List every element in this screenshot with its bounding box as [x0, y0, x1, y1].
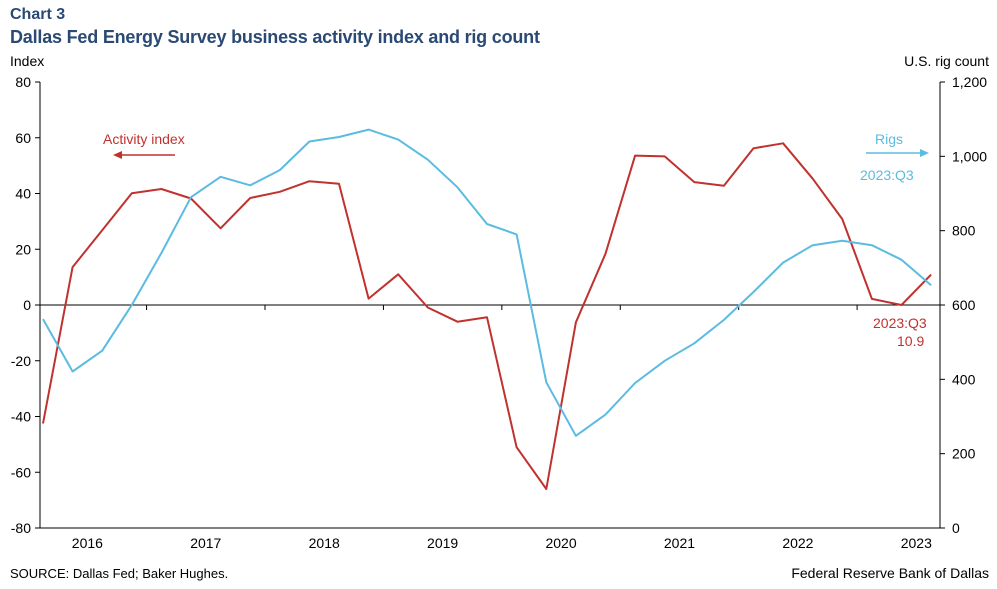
left-tick-label: 60 [15, 130, 31, 146]
legend-activity-arrowhead [113, 151, 122, 159]
right-tick-label: 1,200 [952, 74, 987, 90]
activity-index-line [42, 142, 932, 490]
legend-rigs-arrowhead [920, 149, 929, 157]
right-tick-label: 0 [952, 520, 960, 536]
x-tick-label: 2020 [545, 535, 576, 551]
rig-count-line [42, 128, 932, 437]
right-tick-label: 200 [952, 446, 976, 462]
axes-group [35, 81, 945, 529]
left-tick-label: -60 [11, 464, 31, 480]
annotations-group: Activity index Rigs 2023:Q3 2023:Q3 10.9 [103, 131, 929, 349]
left-tick-label: -40 [11, 409, 31, 425]
left-tick-label: 20 [15, 241, 31, 257]
right-axis-label: U.S. rig count [904, 53, 989, 69]
source-note: SOURCE: Dallas Fed; Baker Hughes. [10, 566, 229, 581]
left-tick-label: -80 [11, 520, 31, 536]
tick-labels-group: 806040200-20-40-60-801,2001,000800600400… [11, 74, 987, 551]
left-axis-label: Index [10, 53, 45, 69]
x-tick-label: 2019 [427, 535, 458, 551]
left-tick-label: 0 [23, 297, 31, 313]
left-tick-label: -20 [11, 353, 31, 369]
legend-rigs-label: Rigs [875, 131, 903, 147]
x-tick-label: 2023 [901, 535, 932, 551]
x-tick-label: 2016 [72, 535, 103, 551]
activity-latest-value-label: 10.9 [897, 333, 924, 349]
right-tick-label: 800 [952, 223, 976, 239]
chart-number: Chart 3 [10, 6, 66, 23]
activity-latest-period-label: 2023:Q3 [873, 315, 927, 331]
series-lines-group [42, 128, 932, 490]
chart-title: Dallas Fed Energy Survey business activi… [10, 27, 540, 47]
rigs-latest-label: 2023:Q3 [860, 167, 914, 183]
right-tick-label: 600 [952, 297, 976, 313]
legend-activity-label: Activity index [103, 131, 185, 147]
left-tick-label: 80 [15, 74, 31, 90]
x-tick-label: 2021 [664, 535, 695, 551]
left-tick-label: 40 [15, 186, 31, 202]
x-tick-label: 2017 [190, 535, 221, 551]
x-tick-label: 2018 [309, 535, 340, 551]
right-tick-label: 1,000 [952, 148, 987, 164]
right-tick-label: 400 [952, 371, 976, 387]
x-tick-label: 2022 [782, 535, 813, 551]
credit-note: Federal Reserve Bank of Dallas [791, 565, 989, 581]
